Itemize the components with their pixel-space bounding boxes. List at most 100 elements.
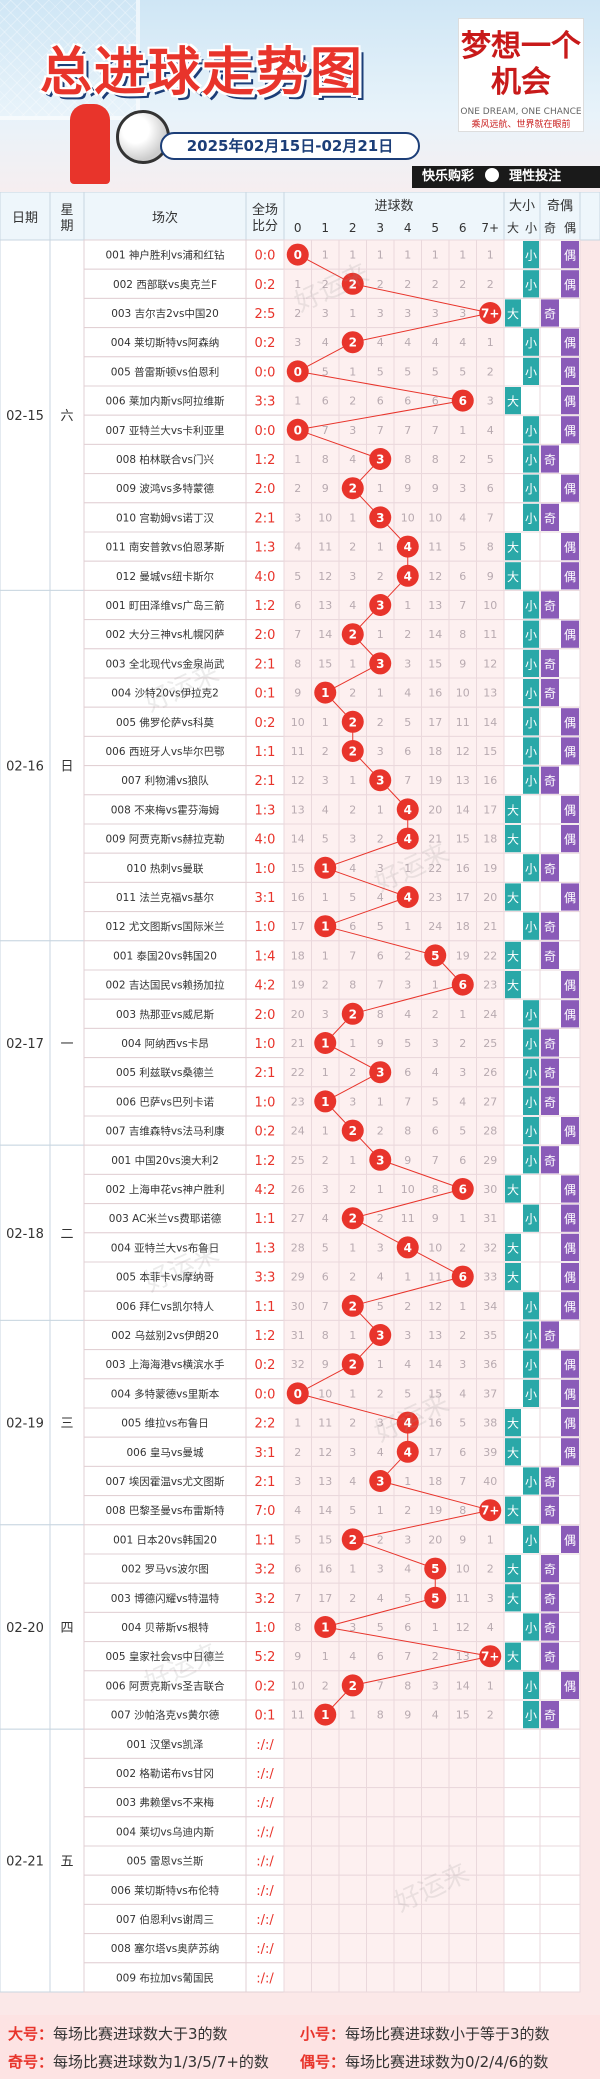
size-mark xyxy=(505,1263,521,1291)
goal-mark xyxy=(314,1616,337,1638)
day-cell-bg xyxy=(0,1319,85,1526)
goal-mark xyxy=(396,1236,419,1259)
size-label: 小 xyxy=(525,1387,537,1401)
parity-mark xyxy=(541,299,559,327)
miss-count: 5 xyxy=(404,365,411,378)
goal-mark-label: 2 xyxy=(349,1124,357,1138)
header-weekday-2: 期 xyxy=(60,219,73,234)
miss-count: 23 xyxy=(291,1095,305,1108)
miss-count: 10 xyxy=(401,1183,415,1196)
size-mark xyxy=(505,1555,521,1583)
parity-mark xyxy=(541,591,559,619)
match-cell xyxy=(83,677,247,708)
goal-mark xyxy=(341,1119,364,1142)
match-score: 3:2 xyxy=(255,1592,276,1607)
goal-mark-label: 1 xyxy=(321,1708,329,1722)
slogan-logo: 梦想一个机会 ONE DREAM, ONE CHANCE 乘风远航、世界就在眼前 xyxy=(458,18,584,132)
size-mark xyxy=(505,387,521,415)
goal-mark-label: 2 xyxy=(349,1533,357,1547)
parity-row-bg xyxy=(539,1728,581,1759)
size-mark xyxy=(523,854,539,882)
goal-mark-label: 4 xyxy=(404,540,412,554)
day-cell-bg xyxy=(0,239,85,591)
score-cell xyxy=(245,385,285,416)
miss-count: 1 xyxy=(349,1037,356,1050)
miss-count: 4 xyxy=(349,453,356,466)
miss-count: 12 xyxy=(483,657,497,670)
parity-label: 偶 xyxy=(564,833,576,847)
match-score: 4:0 xyxy=(255,570,276,585)
match-score: 1:3 xyxy=(255,803,276,818)
size-mark xyxy=(523,1467,539,1495)
miss-count: 2 xyxy=(459,1329,466,1342)
match-name: 008 不来梅vs霍芬海姆 xyxy=(111,803,220,816)
miss-count: 2 xyxy=(377,833,384,846)
miss-count: 24 xyxy=(291,1125,305,1138)
miss-count: 5 xyxy=(349,891,356,904)
miss-count: 2 xyxy=(459,1241,466,1254)
match-score: 0:1 xyxy=(255,1709,276,1724)
match-name: 002 西部联vs奥克兰F xyxy=(113,278,217,291)
size-label: 小 xyxy=(525,862,537,876)
miss-count: 6 xyxy=(404,395,411,408)
miss-count: 17 xyxy=(428,1446,442,1459)
miss-count: 3 xyxy=(432,1037,439,1050)
header-goal-3: 3 xyxy=(376,221,384,235)
miss-count: 35 xyxy=(483,1329,497,1342)
goal-mark-label: 4 xyxy=(404,803,412,817)
goal-mark xyxy=(314,681,337,704)
match-score: 1:0 xyxy=(255,1095,276,1110)
miss-count: 28 xyxy=(291,1241,305,1254)
miss-count: 3 xyxy=(294,336,301,349)
trend-line xyxy=(325,867,408,898)
size-mark xyxy=(523,1146,539,1174)
match-name: 007 亚特兰大vs卡利亚里 xyxy=(105,424,224,437)
match-score: 0:0 xyxy=(255,249,276,264)
miss-count: 7 xyxy=(487,511,494,524)
miss-count: 3 xyxy=(404,307,411,320)
goal-mark xyxy=(396,798,419,821)
parity-label: 奇 xyxy=(544,1709,556,1723)
day-cell-bg xyxy=(0,1524,85,1730)
match-name: 002 乌兹别2vs伊朗20 xyxy=(111,1329,219,1342)
score-cell xyxy=(245,1611,285,1643)
trend-line xyxy=(352,283,491,314)
size-mark xyxy=(523,766,539,794)
header-odd: 奇 xyxy=(544,221,556,235)
size-mark xyxy=(505,1438,521,1466)
miss-count: 4 xyxy=(432,1066,439,1079)
match-score: 2:5 xyxy=(255,307,276,322)
miss-count: 1 xyxy=(322,716,329,729)
match-score: :/:/ xyxy=(256,1884,274,1899)
miss-count: 3 xyxy=(377,745,384,758)
goal-mark-label: 7+ xyxy=(481,1504,499,1518)
miss-count: 13 xyxy=(318,1475,332,1488)
size-row-bg xyxy=(503,1787,541,1818)
miss-count: 5 xyxy=(487,453,494,466)
goal-mark xyxy=(314,1032,337,1054)
miss-count: 5 xyxy=(322,365,329,378)
match-name: 011 南安普敦vs伯恩茅斯 xyxy=(105,541,225,554)
goal-mark-label: 4 xyxy=(404,569,412,583)
miss-count: 20 xyxy=(483,891,497,904)
goal-mark xyxy=(341,1674,364,1697)
miss-count: 11 xyxy=(401,1212,415,1225)
match-score: 1:2 xyxy=(255,453,276,468)
goal-mark xyxy=(286,243,309,266)
match-score: 0:2 xyxy=(255,716,276,731)
goal-mark-label: 4 xyxy=(404,832,412,846)
goal-mark-label: 3 xyxy=(376,453,384,467)
miss-count: 31 xyxy=(291,1329,305,1342)
miss-count: 7 xyxy=(294,628,301,641)
miss-count: 1 xyxy=(349,1329,356,1342)
size-label: 大 xyxy=(507,570,519,584)
size-mark xyxy=(505,1496,521,1524)
match-cell xyxy=(83,706,247,737)
goal-mark-label: 4 xyxy=(404,891,412,905)
match-cell xyxy=(83,1553,247,1584)
goal-mark-label: 5 xyxy=(431,949,439,963)
miss-count: 4 xyxy=(322,1212,329,1225)
parity-label: 偶 xyxy=(564,1183,576,1197)
miss-count: 1 xyxy=(459,249,466,262)
